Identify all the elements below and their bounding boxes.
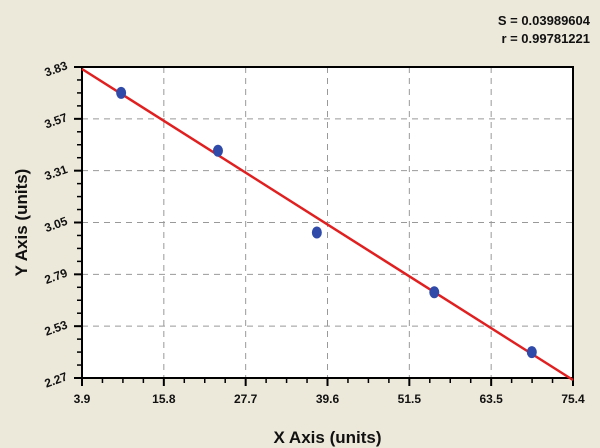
- data-point: [526, 346, 537, 359]
- x-tick-label: 3.9: [74, 392, 91, 406]
- y-tick-label: 2.27: [43, 369, 70, 390]
- x-tick-label: 15.8: [152, 392, 176, 406]
- y-tick-label: 2.79: [43, 266, 70, 287]
- x-tick-label: 51.5: [398, 392, 422, 406]
- y-tick-label: 3.83: [43, 58, 70, 79]
- x-tick-label: 75.4: [561, 392, 585, 406]
- y-tick-label: 3.31: [43, 162, 70, 183]
- r-value: r = 0.99781221: [501, 31, 590, 46]
- s-value: S = 0.03989604: [497, 13, 590, 28]
- x-tick-label: 63.5: [479, 392, 503, 406]
- y-tick-label: 2.53: [43, 317, 70, 338]
- fit-line: [81, 67, 574, 382]
- fit-statistics: S = 0.03989604 r = 0.99781221: [498, 12, 590, 48]
- data-point: [116, 86, 127, 99]
- x-axis-title: X Axis (units): [274, 428, 382, 447]
- data-point: [311, 226, 322, 239]
- data-point: [212, 144, 223, 157]
- data-point: [429, 286, 440, 299]
- y-tick-label: 3.05: [43, 214, 70, 235]
- y-axis-title: Y Axis (units): [12, 169, 31, 277]
- x-tick-label: 39.6: [316, 392, 340, 406]
- x-tick-label: 27.7: [234, 392, 258, 406]
- y-tick-label: 3.57: [43, 110, 70, 131]
